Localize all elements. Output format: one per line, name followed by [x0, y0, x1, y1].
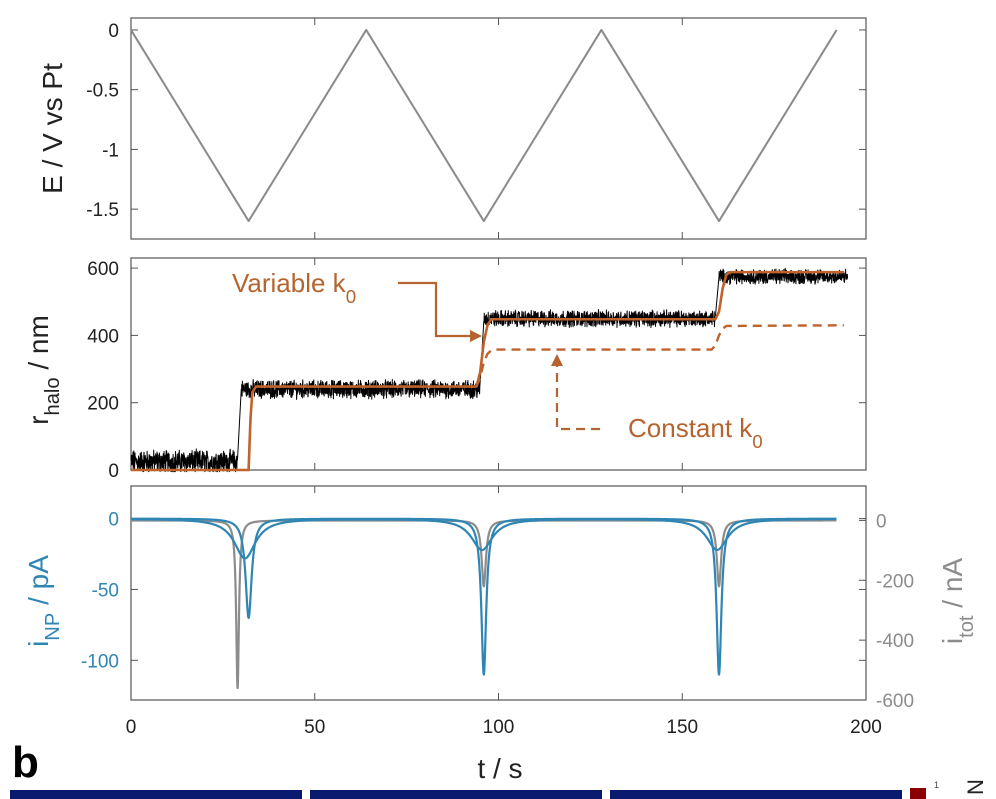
x-tick-label: 0: [126, 717, 137, 738]
y-right-tick-label: -200: [876, 571, 914, 592]
constant-k0-label-main: Constant k: [628, 413, 753, 443]
constant-k0-label-sub: 0: [752, 431, 762, 452]
constant-k0-label: Constant k0: [628, 413, 763, 452]
x-tick-label: 50: [304, 717, 325, 738]
y-axis-label-rest: / pA: [23, 555, 54, 613]
bottom-strip-segment: [10, 790, 302, 799]
y-axis-label-sub: NP: [42, 613, 64, 641]
y-axis-label-rest: / nm: [23, 315, 54, 377]
y-axis-label-main: r: [23, 416, 54, 425]
y-right-axis-label-sub: tot: [956, 615, 978, 638]
y-right-tick-label: -400: [876, 631, 914, 652]
y-tick-label: 0: [108, 510, 119, 531]
strip-letter: N: [962, 779, 988, 795]
potential-panel: 0 -0.5 -1 -1.5 E / V vs Pt: [37, 17, 867, 240]
x-tick-label: 200: [850, 717, 882, 738]
y-axis-label: iNP / pA: [23, 555, 64, 647]
itot-trace: [130, 519, 838, 690]
y-axis-label-main: i: [23, 641, 54, 647]
variable-k0-fit: [131, 270, 844, 472]
variable-k0-label-main: Variable k: [232, 268, 347, 298]
inp-trace: [130, 517, 838, 676]
variable-k0-arrowhead: [470, 330, 482, 342]
y-tick-label: -1: [102, 140, 119, 161]
constant-k0-arrow: [555, 364, 600, 431]
y-right-tick-label: 0: [876, 511, 887, 532]
inp-broad-trace: [130, 517, 838, 560]
potential-trace: [130, 28, 838, 223]
y-axis-label: rhalo / nm: [23, 315, 64, 425]
bottom-strip-segment: [610, 790, 902, 799]
y-tick-label: 200: [87, 394, 119, 415]
constant-k0-fit: [475, 324, 844, 388]
variable-k0-arrow: [398, 281, 472, 338]
y-tick-label: 600: [87, 259, 119, 280]
x-axis-label: t / s: [477, 753, 522, 784]
y-axis-label-sub: halo: [42, 377, 64, 415]
constant-k0-arrowhead: [551, 354, 563, 366]
x-tick-label: 100: [483, 717, 515, 738]
strip-superscript: 1: [934, 780, 940, 790]
y-tick-label: 400: [87, 326, 119, 347]
panel-letter: b: [12, 738, 39, 787]
y-axis-label: E / V vs Pt: [37, 63, 68, 194]
y-right-axis-label: itot / nA: [937, 558, 978, 645]
y-right-axis-label-main: i: [937, 638, 968, 644]
bottom-strip-segment: [310, 790, 602, 799]
y-tick-label: -1.5: [86, 200, 119, 221]
y-tick-label: 0: [108, 461, 119, 482]
y-tick-label: -100: [81, 651, 119, 672]
y-tick-label: 0: [108, 21, 119, 42]
variable-k0-label-sub: 0: [346, 286, 356, 307]
x-tick-label: 150: [666, 717, 698, 738]
variable-k0-label: Variable k0: [232, 268, 356, 307]
strip-marker: [910, 788, 926, 799]
plot-frame: [130, 485, 867, 701]
y-tick-label: -0.5: [86, 81, 119, 102]
y-right-axis-label-rest: / nA: [937, 558, 968, 616]
plot-frame: [130, 17, 867, 240]
y-tick-label: -50: [92, 580, 119, 601]
y-right-tick-label: -600: [876, 691, 914, 712]
